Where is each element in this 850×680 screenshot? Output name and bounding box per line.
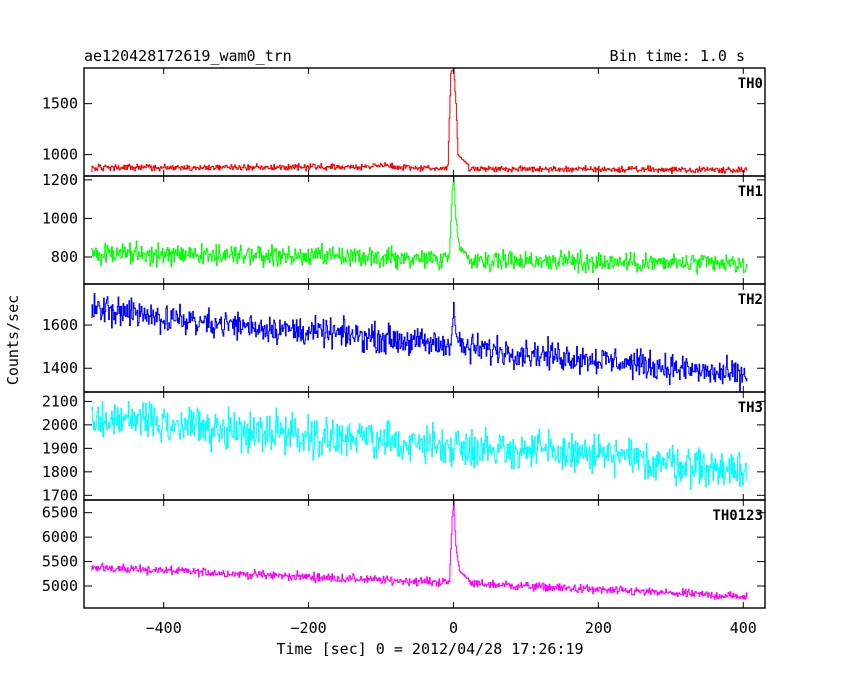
x-tick-label: 200	[585, 619, 612, 637]
x-tick-label: 400	[730, 619, 757, 637]
y-tick-label: 1000	[42, 146, 78, 164]
y-tick-label: 800	[51, 248, 78, 266]
panels-group: 1000 1500 TH0 800 1000 1200 TH1 1400 1600 TH2 1700…	[42, 67, 766, 637]
y-tick-label: 5500	[42, 553, 78, 571]
chart-title: ae120428172619_wam0_trn	[84, 47, 292, 65]
y-tick-label: 1000	[42, 209, 78, 227]
series-th2	[91, 293, 748, 392]
y-tick-label: 2100	[42, 392, 78, 410]
x-tick-label: −200	[291, 619, 327, 637]
panel-frame-th0123	[83, 499, 766, 609]
y-tick-label: 5000	[42, 577, 78, 595]
y-tick-label: 6500	[42, 504, 78, 522]
series-th3	[91, 400, 748, 490]
y-tick-label: 1600	[42, 316, 78, 334]
y-axis-label: Counts/sec	[4, 295, 22, 385]
x-tick-label: 0	[449, 619, 458, 637]
y-tick-label: 1400	[42, 359, 78, 377]
series-th1	[91, 176, 748, 275]
x-axis-label: Time [sec] 0 = 2012/04/28 17:26:19	[276, 640, 583, 658]
panel-label-th1: TH1	[738, 184, 763, 200]
bin-time-label: Bin time: 1.0 s	[610, 47, 745, 65]
y-tick-label: 1500	[42, 95, 78, 113]
series-th0	[91, 68, 748, 174]
y-tick-label: 1900	[42, 439, 78, 457]
y-tick-label: 2000	[42, 416, 78, 434]
panel-label-th2: TH2	[738, 292, 763, 308]
y-tick-label: 1200	[42, 171, 78, 189]
panel-frame-th0	[83, 67, 766, 177]
y-tick-label: 1700	[42, 486, 78, 504]
series-th0123	[91, 500, 748, 600]
panel-label-th3: TH3	[738, 400, 763, 416]
x-tick-label: −400	[146, 619, 182, 637]
y-tick-label: 1800	[42, 463, 78, 481]
panel-label-th0123: TH0123	[712, 508, 763, 524]
y-tick-label: 6000	[42, 528, 78, 546]
panel-label-th0: TH0	[738, 76, 763, 92]
